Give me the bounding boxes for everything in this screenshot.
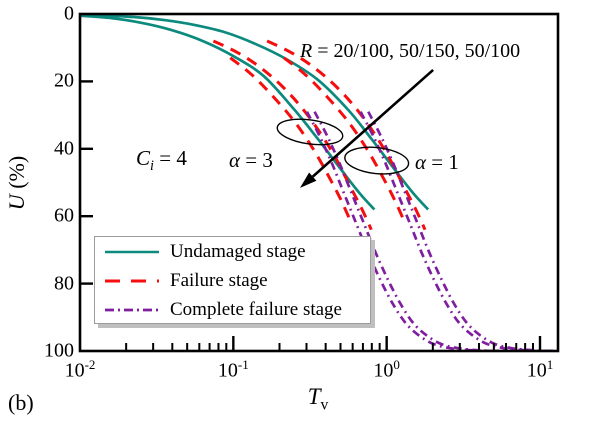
- failure-line-sample-icon: [105, 279, 159, 282]
- legend-item-undamaged: Undamaged stage: [95, 237, 370, 266]
- annotation-alpha-3: α = 3: [229, 148, 273, 172]
- legend-label: Undamaged stage: [170, 241, 306, 262]
- x-tick-label: 10-1: [217, 357, 249, 382]
- y-tick-label: 40: [54, 137, 74, 160]
- curve-failure-alpha1-a: [282, 56, 405, 221]
- curve-failure-alpha3-b: [212, 39, 373, 231]
- annotation-ci: Ci = 4: [136, 146, 187, 175]
- x-axis-title: Tv: [307, 384, 329, 414]
- plot-border: [78, 12, 560, 353]
- curve-undamaged-alpha3: [81, 15, 376, 211]
- legend-label: Complete failure stage: [170, 299, 342, 320]
- curve-complete-failure-alpha3-b: [313, 111, 525, 350]
- complete-failure-line-sample-icon: [105, 308, 159, 311]
- y-tick-label: 60: [54, 204, 74, 227]
- legend-item-failure: Failure stage: [95, 266, 370, 295]
- y-axis-title: U (%): [4, 155, 29, 211]
- annotation-arrow-shaft: [311, 68, 434, 178]
- y-tick-label: 20: [54, 69, 74, 92]
- panel-label: (b): [8, 390, 34, 415]
- legend-label: Failure stage: [170, 270, 268, 291]
- y-tick-label: 100: [44, 339, 74, 362]
- y-tick-label: 0: [64, 2, 74, 25]
- x-tick-label: 101: [526, 357, 554, 382]
- curve-complete-failure-alpha3-a: [305, 111, 510, 350]
- x-tick-label: 100: [373, 357, 400, 382]
- curve-complete-failure-alpha1-b: [367, 111, 557, 350]
- curve-failure-alpha3-a: [229, 56, 352, 221]
- curve-group-ellipse: [344, 146, 410, 175]
- curve-group-ellipse: [276, 118, 344, 146]
- annotation-arrow-head-icon: [300, 172, 317, 188]
- legend: Undamaged stage Failure stage Complete f…: [94, 236, 371, 324]
- y-tick-label: 80: [54, 272, 74, 295]
- curve-failure-alpha1-b: [266, 39, 427, 231]
- x-tick-label: 10-2: [64, 357, 96, 382]
- curve-complete-failure-alpha1-a: [359, 111, 556, 350]
- legend-item-complete-failure: Complete failure stage: [95, 295, 370, 324]
- undamaged-line-sample-icon: [105, 250, 159, 253]
- annotation-alpha-1: α = 1: [415, 150, 459, 174]
- annotation-r-values: R = 20/100, 50/150, 50/100: [300, 40, 521, 62]
